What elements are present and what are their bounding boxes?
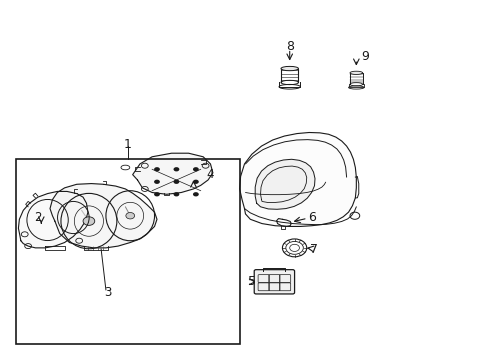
Polygon shape	[239, 132, 356, 226]
Text: 4: 4	[206, 168, 214, 181]
Ellipse shape	[281, 66, 298, 71]
Text: 1: 1	[123, 138, 131, 151]
Text: 7: 7	[309, 243, 317, 256]
Circle shape	[193, 180, 199, 184]
Circle shape	[173, 167, 179, 171]
Circle shape	[154, 180, 160, 184]
Polygon shape	[19, 192, 88, 248]
Ellipse shape	[349, 71, 362, 75]
FancyBboxPatch shape	[254, 270, 294, 294]
Circle shape	[125, 212, 134, 219]
Text: 3: 3	[104, 286, 112, 299]
Bar	[16, 158, 239, 344]
Text: 2: 2	[34, 211, 41, 224]
Polygon shape	[255, 159, 314, 209]
Circle shape	[154, 192, 160, 197]
Text: 5: 5	[248, 275, 256, 288]
Circle shape	[173, 192, 179, 197]
Text: 9: 9	[361, 50, 368, 63]
Polygon shape	[132, 153, 212, 194]
Circle shape	[193, 192, 199, 197]
Circle shape	[193, 167, 199, 171]
Circle shape	[154, 167, 160, 171]
Circle shape	[173, 180, 179, 184]
Text: 8: 8	[285, 40, 293, 53]
Circle shape	[83, 217, 95, 225]
Text: 6: 6	[307, 211, 315, 224]
Polygon shape	[50, 184, 157, 248]
